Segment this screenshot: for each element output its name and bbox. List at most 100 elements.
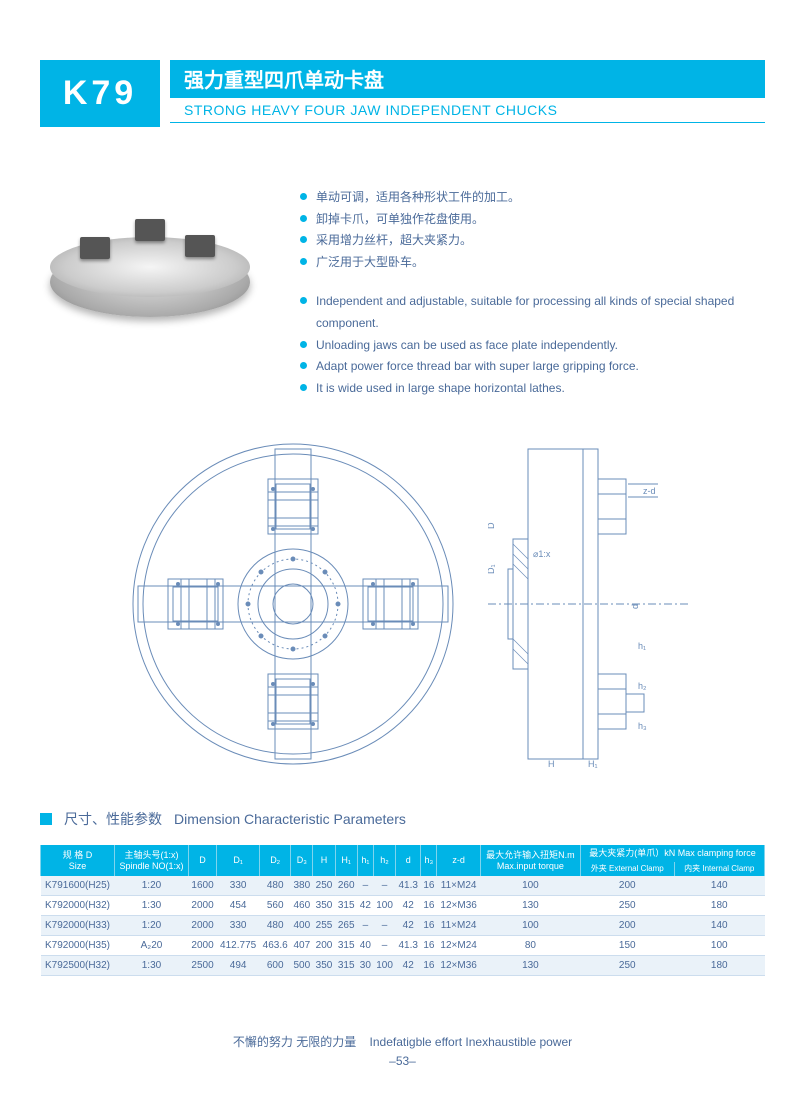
- table-cell: 454: [217, 895, 260, 915]
- table-cell: 140: [674, 876, 764, 896]
- table-cell: 100: [480, 876, 580, 896]
- page-header: K79 强力重型四爪单动卡盘 STRONG HEAVY FOUR JAW IND…: [40, 60, 765, 127]
- side-view-diagram: D D₁ d h₁ h₂ h₃ H H₁ z-d ⌀1:x: [488, 439, 688, 769]
- table-cell: 463.6: [260, 935, 291, 955]
- table-cell: –: [357, 876, 373, 896]
- table-cell: K792000(H33): [41, 915, 115, 935]
- list-item: Unloading jaws can be used as face plate…: [300, 335, 765, 357]
- table-row: K792000(H33)1:202000330480400255265––421…: [41, 915, 765, 935]
- list-item: 广泛用于大型卧车。: [300, 252, 765, 274]
- title-cn: 强力重型四爪单动卡盘: [170, 60, 765, 97]
- front-view-diagram: [118, 439, 468, 769]
- list-item: Adapt power force thread bar with super …: [300, 356, 765, 378]
- table-cell: 180: [674, 895, 764, 915]
- table-cell: 100: [373, 895, 395, 915]
- table-cell: 200: [313, 935, 335, 955]
- table-cell: 42: [396, 955, 421, 975]
- feature-list-cn: 单动可调，适用各种形状工件的加工。 卸掉卡爪，可单独作花盘使用。 采用增力丝杆，…: [300, 187, 765, 273]
- table-cell: 1:30: [115, 895, 189, 915]
- table-row: K792000(H35)A₂202000412.775463.640720031…: [41, 935, 765, 955]
- table-cell: 12×M36: [437, 895, 480, 915]
- table-cell: 407: [291, 935, 313, 955]
- product-code: K79: [40, 60, 160, 127]
- technical-drawings: D D₁ d h₁ h₂ h₃ H H₁ z-d ⌀1:x: [40, 439, 765, 769]
- table-cell: 30: [357, 955, 373, 975]
- table-cell: –: [373, 876, 395, 896]
- table-cell: 11×M24: [437, 915, 480, 935]
- table-cell: 380: [291, 876, 313, 896]
- table-cell: 330: [217, 876, 260, 896]
- table-cell: –: [373, 915, 395, 935]
- svg-text:H: H: [548, 759, 555, 769]
- table-body: K791600(H25)1:201600330480380250260––41.…: [41, 876, 765, 976]
- table-cell: 315: [335, 935, 357, 955]
- table-cell: 1600: [188, 876, 216, 896]
- page-footer: 不懈的努力 无限的力量 Indefatigble effort Inexhaus…: [0, 1033, 805, 1071]
- table-cell: 330: [217, 915, 260, 935]
- table-column-header: h₁: [357, 845, 373, 875]
- table-column-header: H: [313, 845, 335, 875]
- table-cell: K791600(H25): [41, 876, 115, 896]
- table-cell: 42: [357, 895, 373, 915]
- svg-text:z-d: z-d: [643, 486, 656, 496]
- table-cell: 180: [674, 955, 764, 975]
- list-item: 单动可调，适用各种形状工件的加工。: [300, 187, 765, 209]
- table-cell: 250: [581, 895, 675, 915]
- table-column-header: 规 格 DSize: [41, 845, 115, 875]
- table-row: K792500(H32)1:30250049460050035031530100…: [41, 955, 765, 975]
- table-cell: 400: [291, 915, 313, 935]
- footer-motto-en: Indefatigble effort Inexhaustible power: [370, 1035, 573, 1049]
- svg-text:D: D: [488, 522, 496, 529]
- table-cell: 42: [396, 915, 421, 935]
- table-cell: 250: [581, 955, 675, 975]
- table-cell: 11×M24: [437, 876, 480, 896]
- list-item: 卸掉卡爪，可单独作花盘使用。: [300, 209, 765, 231]
- table-column-header: D₂: [260, 845, 291, 875]
- table-cell: 480: [260, 915, 291, 935]
- svg-text:h₁: h₁: [638, 641, 646, 651]
- table-cell: 100: [373, 955, 395, 975]
- svg-text:h₂: h₂: [638, 681, 647, 691]
- table-column-header: z-d: [437, 845, 480, 875]
- table-cell: 260: [335, 876, 357, 896]
- table-cell: 255: [313, 915, 335, 935]
- table-cell: 500: [291, 955, 313, 975]
- svg-text:H₁: H₁: [588, 759, 598, 769]
- table-column-header: h₂: [373, 845, 395, 875]
- table-column-header: 最大允许输入扭矩N.mMax.input torque: [480, 845, 580, 875]
- table-row: K792000(H32)1:30200045456046035031542100…: [41, 895, 765, 915]
- table-cell: K792500(H32): [41, 955, 115, 975]
- table-cell: 2000: [188, 915, 216, 935]
- table-cell: 130: [480, 895, 580, 915]
- table-cell: 1:30: [115, 955, 189, 975]
- svg-text:⌀1:x: ⌀1:x: [533, 549, 551, 559]
- table-cell: 250: [313, 876, 335, 896]
- table-cell: 100: [674, 935, 764, 955]
- table-cell: 130: [480, 955, 580, 975]
- table-cell: 200: [581, 915, 675, 935]
- table-cell: A₂20: [115, 935, 189, 955]
- square-bullet-icon: [40, 813, 52, 825]
- table-cell: 315: [335, 895, 357, 915]
- table-cell: –: [357, 915, 373, 935]
- table-column-header: H₁: [335, 845, 357, 875]
- table-cell: 560: [260, 895, 291, 915]
- table-cell: –: [373, 935, 395, 955]
- table-cell: 480: [260, 876, 291, 896]
- page-number: –53–: [0, 1052, 805, 1071]
- table-cell: 12×M36: [437, 955, 480, 975]
- table-cell: 80: [480, 935, 580, 955]
- table-column-header: D₃: [291, 845, 313, 875]
- list-item: Independent and adjustable, suitable for…: [300, 291, 765, 334]
- table-cell: 2000: [188, 935, 216, 955]
- table-cell: 16: [421, 935, 437, 955]
- list-item: It is wide used in large shape horizonta…: [300, 378, 765, 400]
- table-cell: 150: [581, 935, 675, 955]
- table-column-header: D₁: [217, 845, 260, 875]
- parameters-table: 规 格 DSize主轴头号(1:x)Spindle NO(1:x)DD₁D₂D₃…: [40, 845, 765, 975]
- table-cell: 1:20: [115, 876, 189, 896]
- table-column-header: 主轴头号(1:x)Spindle NO(1:x): [115, 845, 189, 875]
- table-cell: 40: [357, 935, 373, 955]
- table-cell: 600: [260, 955, 291, 975]
- table-cell: 412.775: [217, 935, 260, 955]
